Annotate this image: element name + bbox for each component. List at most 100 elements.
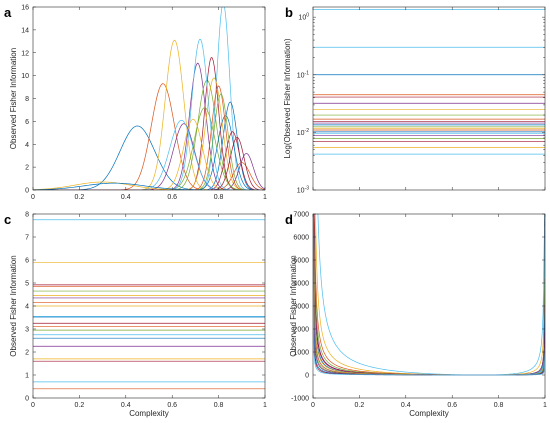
y-tick-label: 2 <box>25 165 29 172</box>
x-axis-label: Complexity <box>409 409 449 418</box>
series-line-22 <box>33 181 265 190</box>
series-line-19 <box>33 93 265 190</box>
x-tick-label: 0 <box>311 402 315 409</box>
series-line-21 <box>33 137 265 190</box>
y-tick-label: 0 <box>25 188 29 195</box>
series-line-12 <box>33 107 265 190</box>
y-tick-label: 12 <box>21 50 29 57</box>
series-line-7 <box>33 57 265 190</box>
y-axis-label: Log(Observed Fisher Information) <box>283 38 292 158</box>
series-line-14 <box>33 131 265 190</box>
y-axis-label: Observed Fisher Information <box>9 255 18 356</box>
y-tick-label: 10-3 <box>297 186 309 195</box>
panel-b: 10-3 10-2 10-1 100 Log(Observed Fisher Infor… <box>283 5 546 195</box>
series-line-5 <box>313 214 545 376</box>
series-line-5 <box>33 79 265 190</box>
x-tick-label: 0.6 <box>167 402 177 409</box>
y-tick-label: 10-2 <box>297 128 309 137</box>
series-line-13 <box>313 214 545 376</box>
x-tick-label: 0 <box>31 194 35 201</box>
y-tick-label: 3 <box>25 327 29 334</box>
x-tick-label: 0.2 <box>75 402 85 409</box>
series-line-4 <box>313 214 545 376</box>
series-line-6 <box>313 214 545 376</box>
series-line-9 <box>313 214 545 376</box>
x-axis-label: Complexity <box>129 409 169 418</box>
series-line-9 <box>33 162 265 190</box>
series-line-16 <box>33 85 265 190</box>
panel-letter: a <box>4 5 12 20</box>
y-tick-label: 1000 <box>293 350 309 357</box>
series-line-10 <box>33 77 265 190</box>
series-line-10 <box>313 214 545 376</box>
x-tick-label: 0.8 <box>214 402 224 409</box>
series-line-15 <box>33 115 265 190</box>
series-line-11 <box>313 214 545 376</box>
y-tick-label: 5000 <box>293 258 309 265</box>
series-line-1 <box>317 214 545 376</box>
series-line-17 <box>33 118 265 190</box>
y-tick-label: 8 <box>25 212 29 219</box>
series-line-12 <box>313 214 545 376</box>
y-tick-label: 6000 <box>293 235 309 242</box>
series-group <box>313 9 545 155</box>
x-tick-label: 0.4 <box>121 402 131 409</box>
y-tick-label: 10 <box>21 73 29 80</box>
y-tick-label: 7 <box>25 235 29 242</box>
x-tick-label: 0.6 <box>167 194 177 201</box>
x-tick-label: 1 <box>543 402 547 409</box>
panel-c: 0 0.2 0.4 0.6 0.8 1 0 1 2 3 4 5 6 7 8 Complexity Observe… <box>4 212 267 419</box>
panel-letter: c <box>4 212 11 227</box>
y-tick-label: 0 <box>25 396 29 403</box>
series-line-15 <box>313 214 545 376</box>
y-tick-label: 2 <box>25 350 29 357</box>
y-tick-label: 0 <box>305 373 309 380</box>
y-tick-label: 4000 <box>293 281 309 288</box>
y-tick-label: 6 <box>25 258 29 265</box>
x-tick-label: 1 <box>263 402 267 409</box>
y-tick-label: 8 <box>25 96 29 103</box>
series-line-3 <box>313 214 545 376</box>
x-tick-label: 0.6 <box>447 402 457 409</box>
panel-d: 0 0.2 0.4 0.6 0.8 1-1000010002000300040005000… <box>285 212 547 419</box>
y-tick-label: 3000 <box>293 304 309 311</box>
series-line-13 <box>33 38 265 190</box>
y-axis-label: Observed Fisher Information <box>289 255 298 356</box>
series-line-14 <box>313 214 545 376</box>
panel-letter: d <box>285 212 293 227</box>
series-line-3 <box>33 39 265 190</box>
x-tick-label: 0.8 <box>214 194 224 201</box>
series-line-2 <box>314 214 545 376</box>
x-tick-label: 1 <box>263 194 267 201</box>
y-tick-label: 1 <box>25 373 29 380</box>
x-tick-label: 0 <box>31 402 35 409</box>
x-tick-label: 0.8 <box>494 402 504 409</box>
y-tick-label: 14 <box>21 27 29 34</box>
series-line-8 <box>313 214 545 376</box>
y-tick-label: 16 <box>21 5 29 12</box>
series-line-8 <box>33 101 265 190</box>
y-tick-label: 10-1 <box>297 70 309 79</box>
y-tick-label: -1000 <box>291 396 309 403</box>
y-tick-label: 100 <box>298 13 309 22</box>
y-tick-label: 7000 <box>293 212 309 219</box>
series-group <box>33 7 265 190</box>
y-tick-label: 6 <box>25 119 29 126</box>
series-line-2 <box>33 83 265 190</box>
series-group <box>313 214 545 376</box>
y-axis-label: Observed Fisher Information <box>9 48 18 149</box>
panel-letter: b <box>285 5 293 20</box>
x-tick-label: 0.2 <box>355 402 365 409</box>
series-group <box>33 219 265 390</box>
x-tick-label: 0.4 <box>121 194 131 201</box>
y-tick-label: 5 <box>25 281 29 288</box>
x-tick-label: 0.4 <box>401 402 411 409</box>
x-tick-label: 0.2 <box>75 194 85 201</box>
series-line-6 <box>33 7 265 190</box>
y-tick-label: 2000 <box>293 327 309 334</box>
plot-frame <box>312 6 546 191</box>
series-line-7 <box>313 214 545 376</box>
y-tick-label: 4 <box>25 142 29 149</box>
